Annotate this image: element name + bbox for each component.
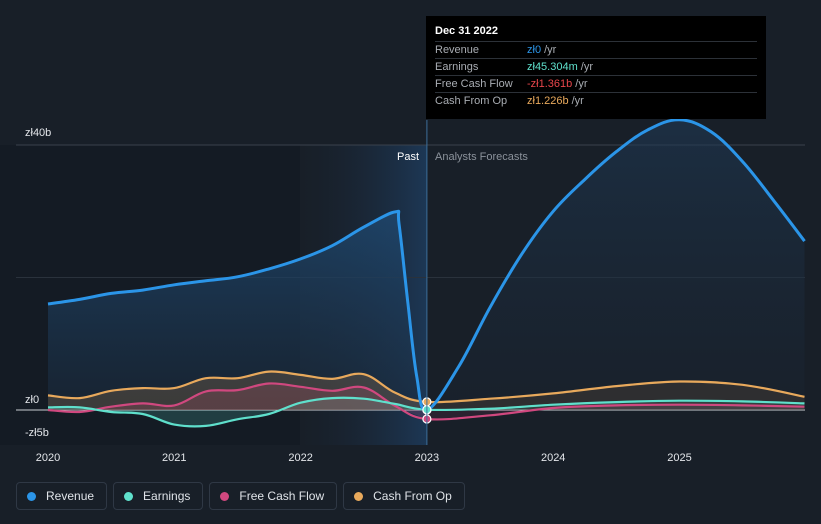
tooltip-label: Free Cash Flow xyxy=(435,78,513,90)
tooltip-unit: /yr xyxy=(580,61,593,73)
tooltip-label: Revenue xyxy=(435,44,480,56)
x-tick-label: 2024 xyxy=(541,452,565,464)
tooltip-unit: /yr xyxy=(571,95,584,107)
legend-label: Revenue xyxy=(46,489,95,503)
legend-item-free-cash-flow[interactable]: Free Cash Flow xyxy=(209,482,338,510)
area-earnings xyxy=(48,397,427,427)
area-free-cash-flow xyxy=(426,404,805,419)
tooltip-row-revenue: Revenue zł0 /yr xyxy=(435,41,757,58)
past-label: Past xyxy=(397,151,419,163)
tooltip-label: Cash From Op xyxy=(435,95,508,107)
tooltip: Dec 31 2022 Revenue zł0 /yr Earnings zł4… xyxy=(426,16,766,119)
tooltip-unit: /yr xyxy=(575,78,588,90)
tooltip-row-cash-from-op: Cash From Op zł1.226b /yr xyxy=(435,92,757,109)
tooltip-value: zł45.304m xyxy=(527,61,578,73)
legend-item-cash-from-op[interactable]: Cash From Op xyxy=(343,482,465,510)
tooltip-value: -zł1.361b xyxy=(527,78,573,90)
tooltip-unit: /yr xyxy=(544,44,557,56)
x-tick-label: 2021 xyxy=(162,452,186,464)
area-free-cash-flow xyxy=(48,383,427,419)
area-revenue xyxy=(426,119,805,410)
legend-label: Earnings xyxy=(143,489,191,503)
legend-dot-icon xyxy=(354,491,364,501)
forecast-label: Analysts Forecasts xyxy=(435,151,528,163)
series-line-earnings xyxy=(47,396,805,428)
series-line-free-cash-flow xyxy=(47,382,805,421)
y-tick-label: zł0 xyxy=(25,394,39,406)
tooltip-value: zł0 xyxy=(527,44,542,56)
legend-label: Cash From Op xyxy=(373,489,452,503)
legend-item-earnings[interactable]: Earnings xyxy=(113,482,204,510)
tooltip-row-free-cash-flow: Free Cash Flow -zł1.361b /yr xyxy=(435,75,757,92)
tooltip-value: zł1.226b xyxy=(527,95,569,107)
y-tick-label: zł40b xyxy=(25,127,51,139)
x-tick-label: 2025 xyxy=(667,452,691,464)
legend-dot-icon xyxy=(220,491,230,501)
legend-item-revenue[interactable]: Revenue xyxy=(16,482,108,510)
series-line-revenue xyxy=(47,118,806,412)
area-cash-from-op xyxy=(426,381,805,410)
legend-dot-icon xyxy=(124,491,134,501)
area-revenue xyxy=(48,211,427,410)
series-line-cash-from-op xyxy=(47,370,805,404)
x-tick-label: 2023 xyxy=(415,452,439,464)
x-tick-label: 2020 xyxy=(36,452,60,464)
tooltip-label: Earnings xyxy=(435,61,479,73)
tooltip-date: Dec 31 2022 xyxy=(435,25,498,37)
y-tick-label: -zł5b xyxy=(25,427,49,439)
legend-dot-icon xyxy=(27,491,36,501)
x-tick-label: 2022 xyxy=(288,452,312,464)
tooltip-row-earnings: Earnings zł45.304m /yr xyxy=(435,58,757,75)
chart-legend: Revenue Earnings Free Cash Flow Cash Fro… xyxy=(16,482,465,512)
legend-label: Free Cash Flow xyxy=(239,489,325,503)
